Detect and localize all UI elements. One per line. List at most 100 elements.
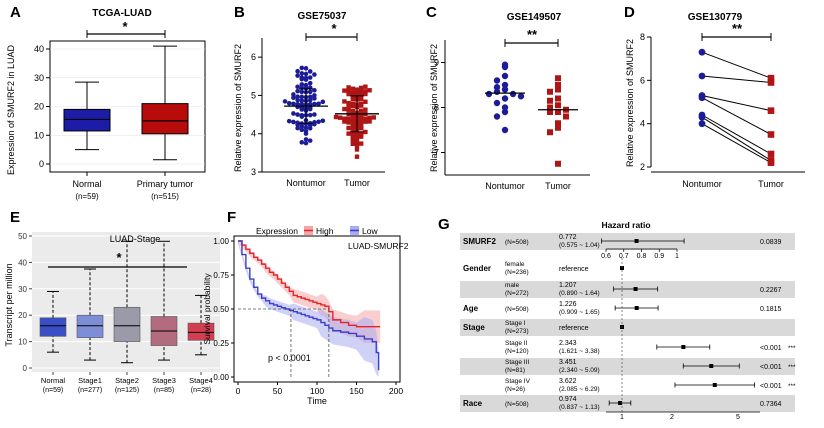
panel-c-point bbox=[547, 109, 553, 115]
panel-e-x-n: (n=28) bbox=[191, 387, 211, 394]
panel-g-row-p: 0.2267 bbox=[760, 287, 782, 294]
panel-b-y-tick-label: 4 bbox=[251, 129, 256, 139]
panel-f-ylabel: Survival probability bbox=[202, 273, 212, 345]
panel-g-top-tick-label: 0.8 bbox=[637, 253, 647, 260]
panel-b-point bbox=[350, 96, 355, 102]
panel-a-box bbox=[63, 108, 111, 132]
panel-b-significance: * bbox=[331, 21, 337, 36]
panel-g-row-shade bbox=[460, 281, 795, 298]
panel-d-pair-line bbox=[701, 114, 772, 155]
panel-c-point bbox=[501, 63, 509, 71]
panel-e-x-n: (n=59) bbox=[43, 387, 63, 394]
panel-b-point bbox=[342, 99, 347, 104]
panel-a-label: A bbox=[10, 4, 21, 21]
panel-b-point bbox=[371, 115, 376, 120]
panel-b-point bbox=[291, 111, 296, 116]
panel-g-row-ci: (0.890 ~ 1.64) bbox=[559, 290, 600, 297]
panel-b-point bbox=[303, 75, 309, 81]
panel-b-point bbox=[295, 101, 300, 107]
panel-f-y-tick-label: 0.00 bbox=[213, 373, 229, 382]
panel-g-row-sublabel: Stage I bbox=[505, 320, 526, 327]
panel-e: E 0 10 20 30 40 50 Transcript per million LUAD-S… bbox=[4, 209, 220, 394]
panel-b-point bbox=[286, 118, 292, 124]
panel-b-point bbox=[299, 71, 305, 76]
panel-a-y-tick-label: 40 bbox=[34, 44, 44, 54]
panel-e-y-tick-label: 30 bbox=[18, 285, 27, 294]
panel-g: G Hazard ratio SMURF2 (N=508) 0.772(0.575 ~ … bbox=[438, 216, 796, 421]
panel-g-row-shade bbox=[460, 319, 795, 336]
panel-b-point bbox=[303, 128, 309, 134]
panel-b-point bbox=[295, 88, 300, 94]
panel-e-x-label: Normal bbox=[41, 376, 66, 385]
panel-g-row-sublabel: Stage IV bbox=[505, 378, 531, 385]
panel-b-point bbox=[354, 154, 360, 159]
panel-e-y-tick-label: 40 bbox=[18, 258, 27, 267]
panel-a-y-tick-label: 0 bbox=[39, 159, 44, 169]
panel-f-x-tick-label: 200 bbox=[389, 386, 403, 396]
panel-b-point bbox=[350, 113, 355, 118]
panel-c-point bbox=[547, 97, 553, 104]
panel-d-title: GSE130779 bbox=[688, 12, 743, 23]
panel-d-pair-line bbox=[701, 51, 772, 79]
panel-d-y-tick-label: 8 bbox=[640, 32, 645, 42]
panel-d-pair-line bbox=[701, 123, 772, 164]
panel-b-point bbox=[359, 113, 364, 118]
panel-b-point bbox=[307, 97, 313, 103]
panel-f-x-tick-label: 0 bbox=[236, 386, 241, 396]
panel-b-point bbox=[359, 116, 364, 122]
panel-b-point bbox=[363, 91, 368, 97]
panel-b-point bbox=[295, 84, 300, 90]
panel-g-estimate bbox=[618, 401, 623, 405]
panel-c-point bbox=[547, 88, 553, 95]
panel-g-row-stars: *** bbox=[788, 383, 796, 390]
panel-d-label: D bbox=[624, 4, 635, 21]
panel-g-axis-tick-label: 5 bbox=[736, 414, 740, 421]
panel-g-row-hr: 1.207 bbox=[559, 282, 577, 289]
panel-c-ylabel: Relative expression of SMURF2 bbox=[429, 44, 439, 172]
panel-b-point bbox=[307, 112, 313, 118]
panel-f-legend-label: High bbox=[316, 226, 334, 236]
panel-g-row-shade bbox=[460, 233, 795, 250]
panel-b-point bbox=[363, 89, 368, 94]
panel-c-point bbox=[547, 129, 553, 136]
panel-b-point bbox=[312, 112, 317, 117]
panel-f-x-tick-label: 100 bbox=[310, 386, 324, 396]
panel-f-survival-line bbox=[238, 240, 381, 328]
panel-g-row-n: (N=272) bbox=[505, 290, 529, 297]
panel-g-row-label: Race bbox=[463, 399, 483, 408]
panel-c-y-tick-label: 7 bbox=[434, 148, 439, 158]
panel-b-point bbox=[312, 93, 317, 98]
panel-g-estimate bbox=[633, 287, 638, 291]
panel-b-point bbox=[295, 120, 300, 126]
panel-e-box bbox=[113, 306, 141, 342]
panel-b-point bbox=[363, 119, 368, 124]
panel-b-point bbox=[350, 128, 355, 134]
panel-c-point bbox=[555, 160, 561, 167]
panel-b-point bbox=[295, 73, 300, 78]
panel-b-point bbox=[299, 82, 305, 87]
panel-g-top-tick-label: 0.9 bbox=[654, 253, 664, 260]
panel-f-xlabel: Time bbox=[307, 396, 327, 406]
panel-g-row-ci: (1.621 ~ 3.38) bbox=[559, 348, 600, 355]
panel-b-point bbox=[367, 88, 372, 93]
panel-d-point-nontumor bbox=[698, 113, 706, 121]
panel-c-point bbox=[555, 75, 561, 82]
panel-b-point bbox=[303, 140, 309, 146]
panel-b-point bbox=[346, 125, 351, 131]
panel-f-pvalue: p < 0.0001 bbox=[268, 353, 311, 363]
panel-g-row-p: <0.001 bbox=[760, 364, 782, 371]
panel-d-point-nontumor bbox=[698, 72, 706, 80]
panel-g-row-shade bbox=[460, 395, 795, 412]
panel-e-box bbox=[187, 322, 215, 341]
panel-b-point bbox=[346, 89, 351, 94]
panel-e-title: LUAD-Stage bbox=[110, 234, 161, 244]
panel-b-point bbox=[350, 124, 355, 130]
panel-c-point bbox=[501, 81, 509, 89]
panel-b-x-label: Tumor bbox=[344, 178, 370, 188]
panel-a-x-label: Normal bbox=[72, 179, 101, 189]
panel-g-row-n: (N=120) bbox=[505, 348, 529, 355]
panel-b-point bbox=[299, 65, 305, 71]
panel-b-point bbox=[359, 96, 364, 102]
panel-b-point bbox=[359, 108, 364, 114]
panel-b-point bbox=[295, 68, 300, 74]
